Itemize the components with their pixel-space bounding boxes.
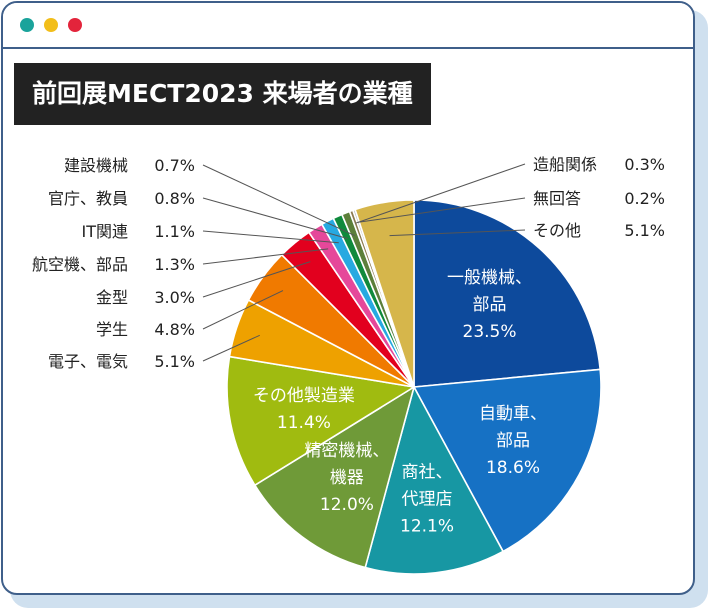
slice-value-label: 23.5% [463, 322, 517, 342]
slice-name-label: 部品 [473, 295, 507, 315]
callout-name-label: その他 [533, 221, 581, 240]
callout-name-label: 金型 [96, 288, 128, 307]
callout-value-label: 4.8% [154, 320, 195, 339]
pie-slice-14[interactable] [354, 199, 415, 388]
callout-value-label: 1.3% [154, 255, 195, 274]
pie-slice-0[interactable] [413, 199, 601, 388]
callout-value-label: 5.1% [624, 221, 665, 240]
callout-leader-line [202, 164, 355, 237]
minimize-dot-icon[interactable] [44, 18, 58, 32]
pie-slice-3[interactable] [254, 386, 415, 569]
slice-name-label: 精密機械、 [304, 441, 389, 461]
callout-leader-line [358, 197, 526, 223]
slice-name-label: 機器 [330, 468, 364, 488]
callout-value-label: 0.8% [154, 189, 195, 208]
callout-name-label: 官庁、教員 [48, 189, 128, 208]
slice-name-label: 部品 [496, 431, 530, 451]
chart-title: 前回展MECT2023 来場者の業種 [14, 63, 431, 125]
callout-name-label: 電子、電気 [48, 352, 128, 371]
pie-slices [226, 199, 602, 575]
callout-leader-line [202, 290, 284, 330]
callout-leader-line [202, 230, 339, 244]
pie-slice-2[interactable] [364, 386, 504, 575]
callout-leader-line [202, 261, 311, 298]
slice-name-label: その他製造業 [253, 386, 355, 406]
callout-name-label: 学生 [96, 320, 128, 339]
app-window: 前回展MECT2023 来場者の業種 一般機械、 部品 23.5% 自動車、 部品 18.… [1, 1, 695, 595]
pie-slice-1[interactable] [413, 368, 602, 553]
pie-chart: 一般機械、部品23.5%自動車、部品18.6%商社、代理店12.1%精密機械、機… [32, 155, 665, 575]
window-titlebar [3, 3, 693, 49]
close-dot-icon[interactable] [20, 18, 34, 32]
callout-name-label: 無回答 [533, 189, 581, 208]
callout-leader-line [202, 197, 348, 239]
slice-value-label: 11.4% [277, 413, 331, 433]
callout-value-label: 5.1% [154, 352, 195, 371]
callout-leader-line [202, 334, 260, 362]
slice-value-label: 12.1% [400, 516, 454, 536]
callout-leader-line [355, 163, 526, 224]
callout-name-label: IT関連 [82, 222, 129, 241]
callout-value-label: 3.0% [154, 288, 195, 307]
slice-name-label: 自動車、 [479, 404, 547, 424]
callout-name-label: 建設機械 [64, 156, 128, 175]
maximize-dot-icon[interactable] [68, 18, 82, 32]
callout-name-label: 造船関係 [533, 155, 597, 174]
pie-slice-4[interactable] [226, 355, 415, 487]
callout-value-label: 0.3% [624, 155, 665, 174]
slice-name-label: 代理店 [402, 489, 453, 509]
callout-value-label: 0.7% [154, 156, 195, 175]
callout-value-label: 0.2% [624, 189, 665, 208]
pie-labels: 一般機械、部品23.5%自動車、部品18.6%商社、代理店12.1%精密機械、機… [32, 155, 665, 536]
slice-name-label: 一般機械、 [447, 268, 532, 288]
slice-name-label: 商社、 [402, 462, 453, 482]
callout-name-label: 航空機、部品 [32, 255, 128, 274]
slice-value-label: 12.0% [320, 495, 374, 515]
callout-leader-line [389, 229, 526, 237]
slice-value-label: 18.6% [486, 458, 540, 478]
callout-leader-line [202, 248, 329, 265]
callout-value-label: 1.1% [154, 222, 195, 241]
